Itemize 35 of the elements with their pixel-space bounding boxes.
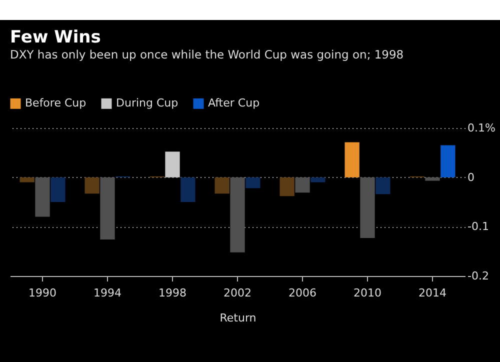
- bar: [280, 177, 294, 196]
- bar: [440, 145, 456, 178]
- chart-title: Few Wins: [10, 28, 101, 48]
- bar: [180, 177, 196, 202]
- bar: [246, 177, 260, 188]
- bar: [214, 177, 230, 194]
- bar: [230, 177, 245, 252]
- legend-label: After Cup: [208, 96, 260, 110]
- chart-subtitle: DXY has only been up once while the World Cup was going on; 1998: [10, 48, 404, 62]
- bar: [100, 177, 115, 240]
- bar: [165, 152, 180, 178]
- x-tick-label: 1990: [28, 286, 56, 300]
- y-tick-label: -0.2: [468, 270, 489, 282]
- legend-label: Before Cup: [25, 96, 86, 110]
- bar: [35, 177, 50, 217]
- x-tick-label: 2006: [288, 286, 316, 300]
- bar: [310, 177, 326, 182]
- x-tick-label: 1994: [94, 286, 122, 300]
- y-tick-label: 0: [468, 170, 474, 184]
- bar: [50, 177, 66, 202]
- x-tick-label: 2014: [418, 286, 446, 300]
- y-tick-label: -0.1: [468, 220, 489, 234]
- bar: [425, 177, 440, 181]
- bar: [84, 177, 100, 194]
- bar: [295, 177, 310, 193]
- bar: [360, 177, 375, 238]
- x-tick-label: 1998: [158, 286, 186, 300]
- bar: [376, 177, 390, 194]
- x-axis-title: Return: [220, 312, 256, 324]
- x-tick-label: 2002: [224, 286, 252, 300]
- y-tick-label: 0.1%: [468, 122, 496, 134]
- bar: [20, 177, 34, 182]
- legend-label: During Cup: [116, 96, 178, 110]
- bar: [344, 142, 360, 178]
- x-tick-label: 2010: [354, 286, 382, 300]
